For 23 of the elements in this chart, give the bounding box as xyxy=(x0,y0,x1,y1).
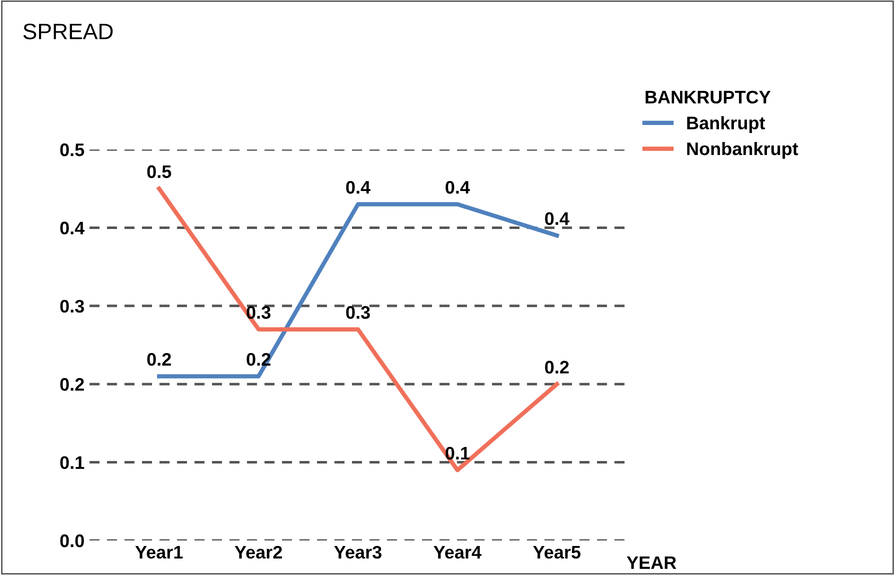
y-tick-label: 0.0 xyxy=(60,534,84,548)
legend-label: Nonbankrupt xyxy=(687,142,798,159)
data-label: 0.2 xyxy=(147,352,171,366)
y-tick-label: 0.2 xyxy=(60,378,84,391)
x-tick-label: Year3 xyxy=(334,546,382,559)
legend-label: Bankrupt xyxy=(687,116,766,133)
chart-title: SPREAD xyxy=(23,24,113,40)
data-label: 0.3 xyxy=(346,306,370,319)
data-label: 0.4 xyxy=(545,212,570,226)
data-label: 0.4 xyxy=(446,180,470,194)
x-tick-label: Year2 xyxy=(234,546,282,559)
data-label: 0.2 xyxy=(545,360,569,374)
y-tick-label: 0.5 xyxy=(60,143,84,156)
data-label: 0.4 xyxy=(346,180,370,194)
x-tick-label: Year4 xyxy=(434,546,482,559)
x-tick-label: Year1 xyxy=(135,546,183,559)
y-tick-label: 0.1 xyxy=(60,456,84,470)
x-tick-label: Year5 xyxy=(533,546,580,559)
data-label: 0.5 xyxy=(147,165,172,178)
y-tick-label: 0.4 xyxy=(60,222,85,234)
x-axis-title: YEAR xyxy=(626,556,676,569)
y-tick-label: 0.3 xyxy=(60,300,84,313)
legend-title: BANKRUPTCY xyxy=(646,90,771,104)
